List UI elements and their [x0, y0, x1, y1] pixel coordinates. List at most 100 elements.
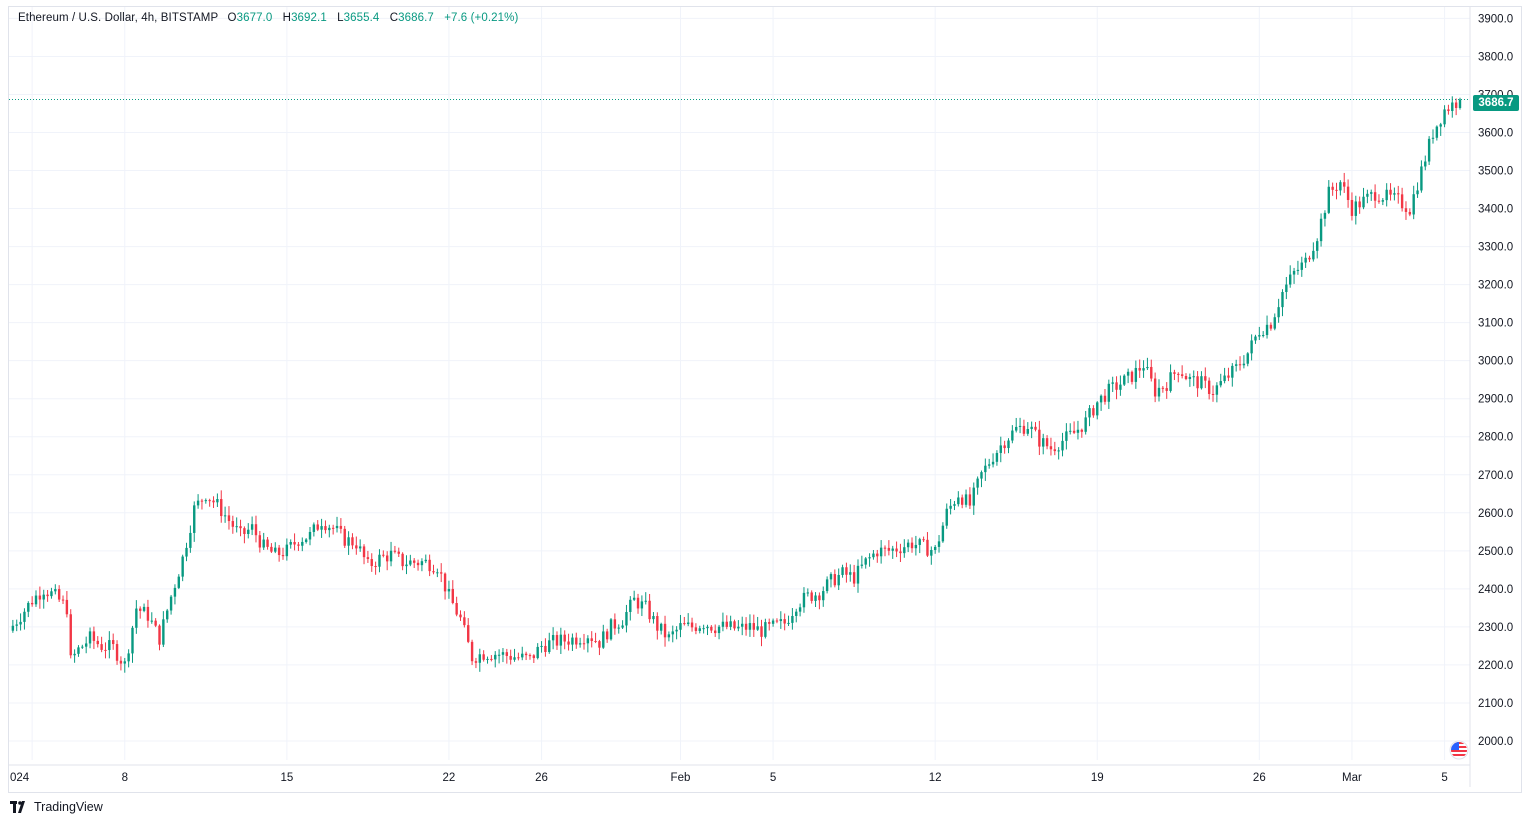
candle-body	[1061, 440, 1064, 451]
candle-body	[443, 573, 447, 592]
y-tick-label: 2200.0	[1478, 660, 1513, 672]
candle-body	[906, 542, 910, 548]
candle-body	[644, 600, 647, 602]
candle-body	[34, 595, 38, 605]
candle-body	[131, 627, 134, 654]
y-tick-label: 2500.0	[1478, 546, 1513, 558]
candle-body	[837, 574, 840, 586]
candle-body	[914, 544, 918, 549]
candle-body	[1045, 438, 1049, 447]
candle-body	[177, 576, 180, 588]
candle-body	[1107, 383, 1111, 402]
candle-body	[61, 599, 65, 601]
candle-body	[474, 661, 478, 663]
candle-body	[1042, 438, 1045, 447]
candle-body	[833, 574, 837, 586]
tradingview-branding[interactable]: TradingView	[10, 800, 103, 814]
x-tick-label: 12	[929, 772, 942, 784]
candle-body	[721, 621, 725, 627]
high-value: 3692.1	[291, 12, 327, 24]
candle-body	[262, 539, 265, 548]
candle-body	[1080, 429, 1084, 432]
x-tick-label: Feb	[671, 772, 691, 784]
candle-body	[494, 654, 497, 660]
candle-body	[1420, 166, 1423, 191]
candle-body	[999, 445, 1002, 453]
candle-body	[235, 526, 238, 528]
candle-body	[1451, 102, 1454, 112]
candle-body	[1412, 194, 1415, 215]
candle-body	[119, 660, 123, 664]
candle-body	[1439, 124, 1442, 127]
candle-body	[27, 602, 30, 612]
candle-body	[1049, 446, 1053, 450]
candle-body	[532, 655, 536, 659]
candle-body	[19, 621, 22, 625]
candle-body	[181, 556, 184, 577]
candle-body	[239, 526, 242, 529]
candle-body	[937, 541, 941, 547]
y-tick-label: 3500.0	[1478, 166, 1513, 178]
candle-body	[1381, 200, 1385, 202]
candle-body	[1069, 430, 1072, 432]
low-value: 3655.4	[343, 12, 380, 24]
candle-body	[169, 596, 173, 611]
candle-body	[1312, 250, 1315, 260]
candle-body	[918, 539, 921, 545]
candle-body	[270, 546, 273, 552]
candle-body	[1188, 376, 1192, 380]
candle-body	[783, 619, 786, 624]
candle-body	[744, 623, 748, 630]
candle-body	[1207, 380, 1211, 394]
candle-body	[1227, 375, 1230, 378]
candle-body	[563, 634, 566, 642]
candle-body	[111, 640, 115, 645]
candle-body	[609, 619, 613, 640]
candle-body	[1397, 193, 1400, 195]
candle-body	[1238, 364, 1242, 366]
candle-body	[702, 628, 705, 630]
candle-body	[1192, 376, 1195, 378]
us-flag-icon[interactable]	[1449, 740, 1469, 760]
candle-body	[77, 647, 80, 654]
candle-body	[258, 535, 262, 548]
candle-body	[864, 558, 867, 565]
candle-body	[725, 621, 728, 627]
candle-body	[1231, 365, 1234, 378]
candle-body	[822, 591, 825, 601]
candle-body	[351, 537, 354, 546]
candle-body	[652, 616, 655, 620]
candle-body	[791, 615, 794, 623]
candle-body	[1400, 194, 1404, 209]
candle-body	[1211, 393, 1215, 395]
candle-body	[960, 497, 964, 505]
candle-body	[501, 652, 505, 655]
candle-body	[254, 524, 258, 536]
candle-body	[127, 653, 130, 662]
tradingview-label: TradingView	[34, 800, 103, 814]
candle-body	[1130, 371, 1134, 382]
candle-body	[1373, 192, 1377, 201]
candle-body	[1099, 395, 1103, 403]
candle-body	[297, 544, 300, 546]
candle-body	[555, 635, 559, 646]
candle-body	[162, 619, 165, 645]
y-tick-label: 3400.0	[1478, 204, 1513, 216]
candle-body	[787, 622, 790, 624]
candle-body	[358, 546, 362, 549]
candle-body	[860, 564, 864, 566]
candle-body	[987, 464, 991, 466]
change-value: +7.6 (+0.21%)	[444, 12, 519, 24]
candle-body	[714, 630, 717, 634]
candle-body	[432, 571, 435, 573]
candle-body	[1385, 189, 1388, 201]
candle-body	[1196, 376, 1199, 389]
candle-body	[972, 487, 975, 506]
candle-body	[274, 547, 277, 552]
candle-body	[185, 547, 188, 557]
candle-body	[308, 531, 312, 540]
candle-body	[710, 626, 713, 631]
candle-body	[984, 465, 987, 473]
candle-body	[1339, 182, 1342, 191]
